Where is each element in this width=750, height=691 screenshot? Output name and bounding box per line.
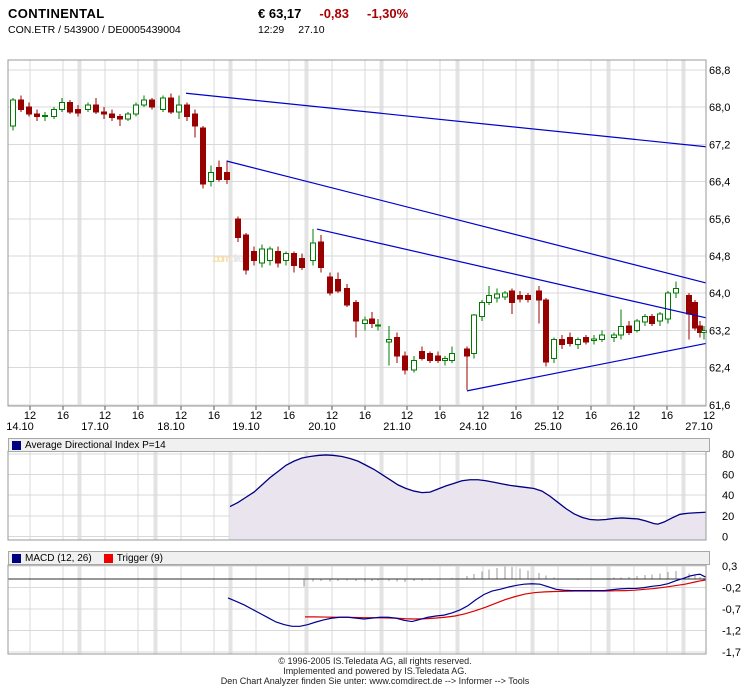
x-date-label: 24.10: [459, 421, 487, 433]
x-date-label: 18.10: [157, 421, 185, 433]
y-axis-label: 0: [722, 532, 728, 544]
y-axis-label: -0,2: [722, 583, 741, 595]
plot-border: [7, 59, 707, 407]
y-axis-label: 64,8: [709, 251, 730, 263]
x-hour-label: 16: [661, 410, 673, 422]
y-axis-label: 64,0: [709, 288, 730, 300]
x-hour-label: 12: [628, 410, 640, 422]
y-axis-label: -1,2: [722, 626, 741, 638]
x-date-label: 21.10: [383, 421, 411, 433]
x-hour-label: 16: [359, 410, 371, 422]
macd-legend: MACD (12, 26) Trigger (9): [8, 551, 710, 565]
adx-legend-swatch-icon: [12, 440, 21, 450]
x-date-label: 19.10: [232, 421, 260, 433]
quote-time-row: 12:29 27.10: [258, 24, 339, 36]
quote-time: 12:29: [258, 24, 285, 36]
x-date-label: 25.10: [534, 421, 562, 433]
instrument-details: CON.ETR / 543900 / DE0005439004: [8, 24, 181, 36]
change-absolute: -0,83: [319, 6, 350, 21]
y-axis-label: 61,6: [709, 400, 730, 412]
x-date-label: 20.10: [308, 421, 336, 433]
instrument-name: CONTINENTAL: [8, 6, 105, 21]
candles-layer: [10, 93, 707, 390]
macd-legend-swatch-icon: [12, 553, 21, 563]
trigger-legend-label: Trigger (9): [116, 552, 163, 564]
y-axis-label: 0,3: [722, 561, 737, 573]
x-hour-label: 12: [326, 410, 338, 422]
x-hour-label: 16: [434, 410, 446, 422]
x-date-label: 26.10: [610, 421, 638, 433]
x-hour-label: 12: [552, 410, 564, 422]
x-hour-label: 12: [99, 410, 111, 422]
x-hour-label: 16: [585, 410, 597, 422]
x-hour-label: 16: [510, 410, 522, 422]
macd-legend-label: MACD (12, 26): [25, 552, 92, 564]
y-axis-label: 80: [722, 449, 734, 461]
footer-powered-by: Implemented and powered by IS.Teledata A…: [283, 666, 467, 676]
x-date-label: 17.10: [81, 421, 109, 433]
footer-info: Den Chart Analyzer finden Sie unter: www…: [220, 676, 530, 686]
quote-date: 27.10: [298, 24, 325, 36]
y-axis-label: 63,2: [709, 325, 730, 337]
x-date-label: 27.10: [685, 421, 713, 433]
y-axis-label: -0,7: [722, 604, 741, 616]
x-hour-label: 16: [57, 410, 69, 422]
footer-copyright: © 1996-2005 IS.Teledata AG, all rights r…: [278, 656, 472, 666]
macd-histogram: [303, 566, 705, 587]
trendlines-layer: [185, 92, 707, 392]
x-hour-label: 16: [208, 410, 220, 422]
macd-line: [227, 573, 707, 627]
x-hour-label: 12: [24, 410, 36, 422]
y-axis-label: 68,0: [709, 102, 730, 114]
x-date-label: 14.10: [6, 421, 34, 433]
y-axis-label: -1,7: [722, 647, 741, 659]
y-axis-label: 60: [722, 470, 734, 482]
horizontal-gridlines: 68,8 68,0 67,2 66,4 65,6 64,8 64,0 63,2 62,4 61,6: [8, 65, 730, 412]
trigger-legend-swatch-icon: [103, 553, 113, 563]
vertical-gridlines: [29, 60, 686, 406]
adx-area: [230, 454, 706, 540]
horizontal-gridlines: 0,3 -0,2 -0,7 -1,2 -1,7: [8, 561, 741, 659]
x-hour-label: 12: [703, 410, 715, 422]
adx-legend-label: Average Directional Index P=14: [25, 439, 166, 451]
y-axis-label: 62,4: [709, 363, 730, 375]
adx-line: [229, 454, 707, 525]
quote-row: € 63,17 -0,83 -1,30%: [258, 6, 426, 21]
plot-border: [7, 564, 707, 655]
x-hour-label: 16: [132, 410, 144, 422]
x-hour-label: 12: [477, 410, 489, 422]
price-value: € 63,17: [258, 6, 302, 21]
y-axis-label: 66,4: [709, 177, 730, 189]
x-hour-label: 12: [175, 410, 187, 422]
x-hour-label: 12: [401, 410, 413, 422]
y-axis-label: 40: [722, 490, 734, 502]
x-hour-label: 12: [250, 410, 262, 422]
adx-legend: Average Directional Index P=14: [8, 438, 710, 452]
y-axis-label: 20: [722, 511, 734, 523]
y-axis-label: 68,8: [709, 65, 730, 77]
change-percent: -1,30%: [367, 6, 409, 21]
footer: © 1996-2005 IS.Teledata AG, all rights r…: [0, 656, 750, 686]
y-axis-label: 65,6: [709, 214, 730, 226]
y-axis-label: 67,2: [709, 139, 730, 151]
x-hour-label: 16: [283, 410, 295, 422]
